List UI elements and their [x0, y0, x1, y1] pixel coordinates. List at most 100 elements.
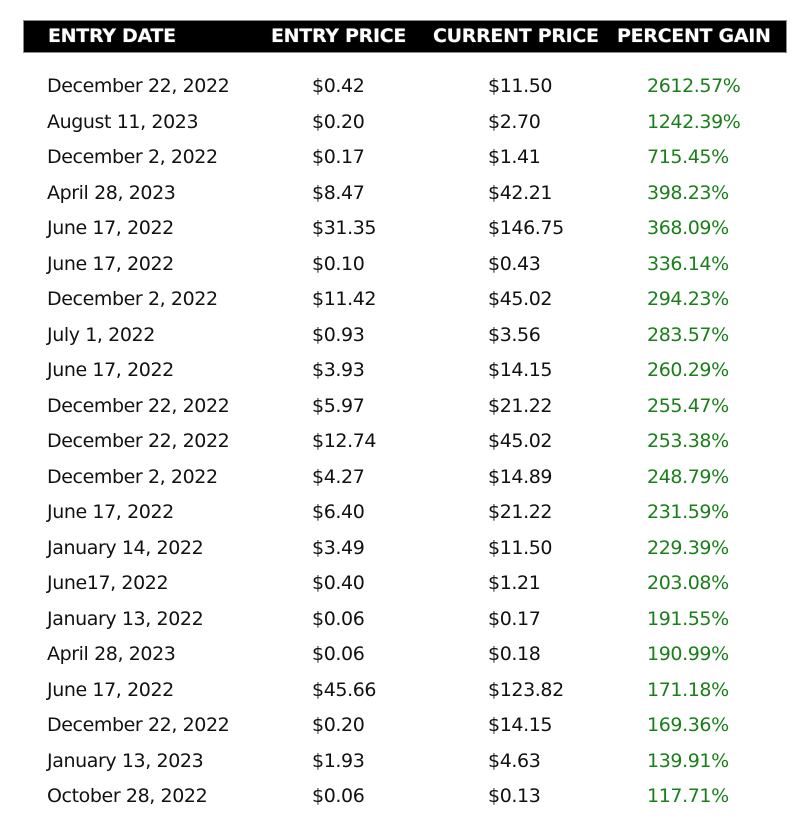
current-price-cell: $21.22: [488, 394, 553, 417]
table-row: July 1, 2022 $0.93 $3.56 283.57%: [23, 318, 787, 354]
percent-gain-cell: 1242.39%: [647, 110, 741, 133]
current-price-cell: $21.22: [488, 501, 553, 523]
percent-gain-cell: 283.57%: [647, 323, 729, 346]
current-price-cell: $14.15: [488, 714, 553, 736]
percent-gain-cell: 117.71%: [647, 785, 729, 807]
entry-date-cell: January 13, 2022: [47, 607, 204, 630]
entry-date-cell: December 22, 2022: [47, 714, 230, 736]
entry-price-cell: $0.17: [312, 146, 365, 168]
column-header-entry-price: ENTRY PRICE: [271, 25, 407, 47]
percent-gain-cell: 169.36%: [647, 714, 729, 736]
current-price-cell: $14.15: [488, 359, 553, 381]
entry-date-cell: October 28, 2022: [47, 785, 208, 807]
table-row: December 22, 2022 $5.97 $21.22 255.47%: [23, 389, 787, 425]
current-price-cell: $0.43: [488, 252, 541, 275]
entry-date-cell: December 2, 2022: [47, 146, 218, 168]
column-header-entry-date: ENTRY DATE: [48, 25, 176, 47]
table-row: June 17, 2022 $0.10 $0.43 336.14%: [23, 247, 787, 283]
current-price-cell: $3.56: [488, 323, 541, 346]
percent-gain-cell: 255.47%: [647, 394, 729, 417]
table-row: December 22, 2022 $0.20 $14.15 169.36%: [23, 708, 787, 744]
entry-date-cell: December 22, 2022: [47, 430, 230, 452]
entry-date-cell: June 17, 2022: [47, 359, 174, 381]
table-row: August 11, 2023 $0.20 $2.70 1242.39%: [23, 105, 787, 141]
entry-date-cell: December 2, 2022: [47, 288, 218, 310]
table-row: January 13, 2023 $1.93 $4.63 139.91%: [23, 744, 787, 780]
current-price-cell: $2.70: [488, 110, 541, 133]
table-row: January 14, 2022 $3.49 $11.50 229.39%: [23, 531, 787, 567]
entry-date-cell: April 28, 2023: [47, 181, 176, 204]
table-row: June 17, 2022 $3.93 $14.15 260.29%: [23, 353, 787, 389]
entry-price-cell: $11.42: [312, 288, 377, 310]
table-row: December 2, 2022 $0.17 $1.41 715.45%: [23, 140, 787, 176]
entry-date-cell: January 13, 2023: [47, 749, 204, 772]
entry-price-cell: $0.06: [312, 607, 365, 630]
percent-gain-cell: 715.45%: [647, 146, 729, 168]
current-price-cell: $0.13: [488, 785, 541, 807]
entry-date-cell: June17, 2022: [47, 572, 169, 594]
table-row: April 28, 2023 $0.06 $0.18 190.99%: [23, 637, 787, 673]
current-price-cell: $45.02: [488, 430, 553, 452]
entry-date-cell: June 17, 2022: [47, 217, 174, 239]
current-price-cell: $42.21: [488, 181, 553, 204]
entry-date-cell: December 2, 2022: [47, 465, 218, 488]
table-row: December 22, 2022 $12.74 $45.02 253.38%: [23, 424, 787, 460]
current-price-cell: $11.50: [488, 75, 553, 97]
entry-price-cell: $45.66: [312, 678, 377, 701]
percent-gain-cell: 368.09%: [647, 217, 729, 239]
entry-price-cell: $5.97: [312, 394, 365, 417]
percent-gain-cell: 203.08%: [647, 572, 729, 594]
table-row: June 17, 2022 $31.35 $146.75 368.09%: [23, 211, 787, 247]
percent-gain-cell: 253.38%: [647, 430, 729, 452]
entry-price-cell: $6.40: [312, 501, 365, 523]
table-row: January 13, 2022 $0.06 $0.17 191.55%: [23, 602, 787, 638]
percent-gain-cell: 191.55%: [647, 607, 729, 630]
entry-price-cell: $0.42: [312, 75, 365, 97]
table-body: December 22, 2022 $0.42 $11.50 2612.57% …: [23, 69, 787, 815]
percent-gain-cell: 398.23%: [647, 181, 729, 204]
entry-date-cell: December 22, 2022: [47, 75, 230, 97]
percent-gain-cell: 190.99%: [647, 643, 729, 665]
entry-price-cell: $0.40: [312, 572, 365, 594]
percent-gain-cell: 171.18%: [647, 678, 729, 701]
entry-date-cell: December 22, 2022: [47, 394, 230, 417]
current-price-cell: $146.75: [488, 217, 564, 239]
entry-price-cell: $0.10: [312, 252, 365, 275]
percent-gain-cell: 2612.57%: [647, 75, 741, 97]
column-header-current-price: CURRENT PRICE: [433, 25, 599, 47]
table-header: ENTRY DATE ENTRY PRICE CURRENT PRICE PER…: [23, 20, 787, 53]
table-row: October 28, 2022 $0.06 $0.13 117.71%: [23, 779, 787, 815]
entry-date-cell: June 17, 2022: [47, 501, 174, 523]
percent-gain-cell: 336.14%: [647, 252, 729, 275]
entry-date-cell: April 28, 2023: [47, 643, 176, 665]
entry-date-cell: July 1, 2022: [47, 323, 155, 346]
entry-date-cell: January 14, 2022: [47, 536, 204, 559]
table-row: December 2, 2022 $11.42 $45.02 294.23%: [23, 282, 787, 318]
current-price-cell: $45.02: [488, 288, 553, 310]
table-row: April 28, 2023 $8.47 $42.21 398.23%: [23, 176, 787, 212]
table-row: June 17, 2022 $45.66 $123.82 171.18%: [23, 673, 787, 709]
entry-price-cell: $0.20: [312, 110, 365, 133]
column-header-percent-gain: PERCENT GAIN: [617, 25, 771, 47]
current-price-cell: $4.63: [488, 749, 541, 772]
gains-table: ENTRY DATE ENTRY PRICE CURRENT PRICE PER…: [23, 20, 787, 815]
percent-gain-cell: 248.79%: [647, 465, 729, 488]
table-row: June17, 2022 $0.40 $1.21 203.08%: [23, 566, 787, 602]
table-row: December 22, 2022 $0.42 $11.50 2612.57%: [23, 69, 787, 105]
entry-price-cell: $31.35: [312, 217, 377, 239]
entry-price-cell: $0.93: [312, 323, 365, 346]
entry-price-cell: $4.27: [312, 465, 365, 488]
current-price-cell: $1.41: [488, 146, 541, 168]
entry-date-cell: June 17, 2022: [47, 252, 174, 275]
entry-price-cell: $1.93: [312, 749, 365, 772]
entry-price-cell: $12.74: [312, 430, 377, 452]
percent-gain-cell: 229.39%: [647, 536, 729, 559]
current-price-cell: $11.50: [488, 536, 553, 559]
percent-gain-cell: 139.91%: [647, 749, 729, 772]
table-row: June 17, 2022 $6.40 $21.22 231.59%: [23, 495, 787, 531]
current-price-cell: $14.89: [488, 465, 553, 488]
percent-gain-cell: 260.29%: [647, 359, 729, 381]
current-price-cell: $123.82: [488, 678, 564, 701]
current-price-cell: $1.21: [488, 572, 541, 594]
entry-price-cell: $3.49: [312, 536, 365, 559]
